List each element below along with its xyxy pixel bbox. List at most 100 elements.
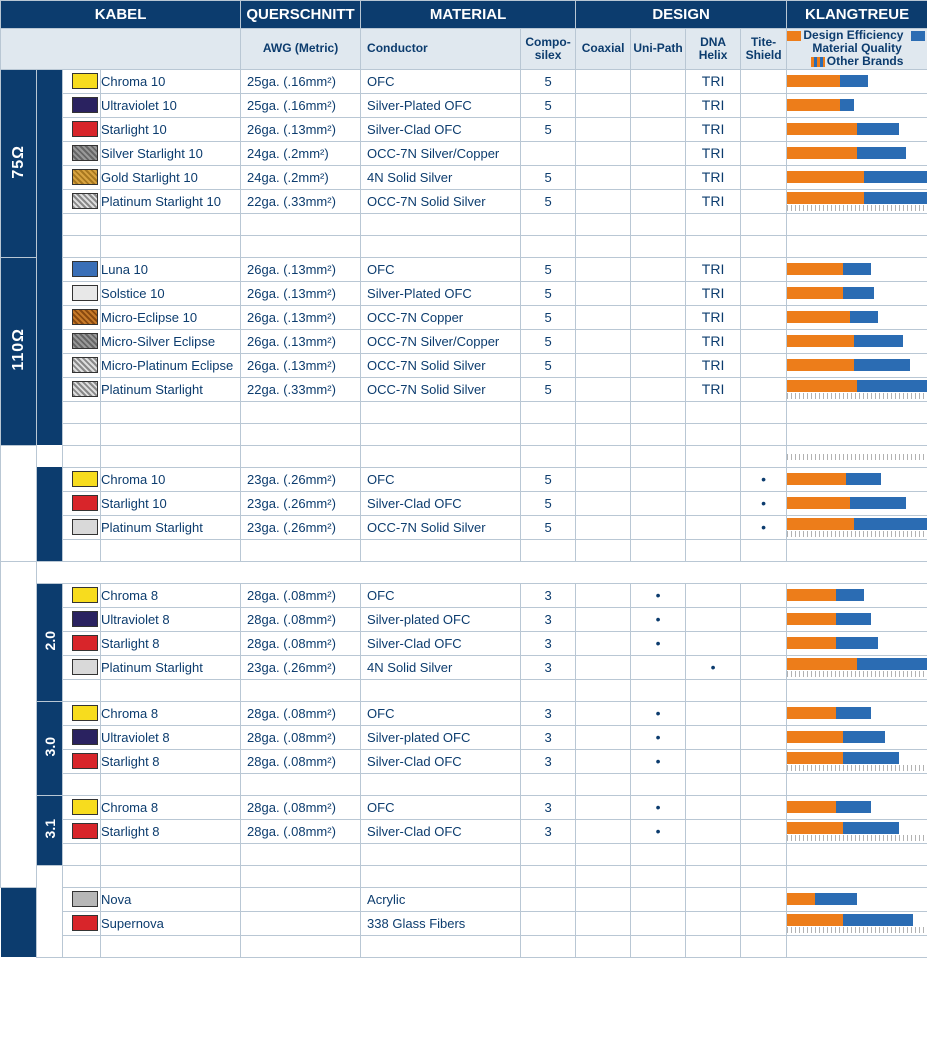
composilex-value: 5 — [521, 93, 576, 117]
color-swatch — [72, 471, 98, 487]
tite-value — [741, 377, 787, 401]
klangtreue-bar — [787, 607, 927, 631]
conductor-value: Silver-plated OFC — [361, 725, 521, 749]
color-swatch — [72, 261, 98, 277]
tite-value — [741, 655, 787, 679]
spacer-row — [1, 935, 927, 957]
swatch-cell — [63, 795, 101, 819]
tite-value — [741, 795, 787, 819]
awg-value: 28ga. (.08mm²) — [241, 631, 361, 655]
klangtreue-bar — [787, 583, 927, 607]
unipath-value — [631, 165, 686, 189]
coaxial-value — [576, 467, 631, 491]
category-label: TOSLINK — [37, 865, 63, 957]
conductor-value: Acrylic — [361, 887, 521, 911]
swatch-cell — [63, 93, 101, 117]
color-swatch — [72, 587, 98, 603]
awg-value: 28ga. (.08mm²) — [241, 795, 361, 819]
cable-name: Starlight 10 — [101, 491, 241, 515]
tite-value — [741, 93, 787, 117]
klangtreue-bar — [787, 141, 927, 165]
coaxial-value — [576, 377, 631, 401]
awg-value: 25ga. (.16mm²) — [241, 93, 361, 117]
dna-value: TRI — [686, 93, 741, 117]
swatch-cell — [63, 281, 101, 305]
coaxial-value — [576, 141, 631, 165]
color-swatch — [72, 519, 98, 535]
table-row: 3.1Chroma 828ga. (.08mm²)OFC3• — [1, 795, 927, 819]
table-row: Ultraviolet 828ga. (.08mm²)Silver-plated… — [1, 607, 927, 631]
spacer-row — [1, 423, 927, 445]
swatch-cell — [63, 165, 101, 189]
coaxial-value — [576, 911, 631, 935]
conductor-value: OFC — [361, 795, 521, 819]
tite-value — [741, 189, 787, 213]
table-row: Micro-Eclipse 1026ga. (.13mm²)OCC-7N Cop… — [1, 305, 927, 329]
tite-value: • — [741, 515, 787, 539]
hdr-design: DESIGN — [576, 1, 787, 29]
conductor-value: Silver-Clad OFC — [361, 631, 521, 655]
composilex-value — [521, 141, 576, 165]
dna-value: TRI — [686, 165, 741, 189]
hdr-kabel: KABEL — [1, 1, 241, 29]
composilex-value: 5 — [521, 257, 576, 281]
unipath-value — [631, 491, 686, 515]
dna-value: TRI — [686, 141, 741, 165]
cable-name: Chroma 10 — [101, 69, 241, 93]
color-swatch — [72, 705, 98, 721]
dna-value: TRI — [686, 257, 741, 281]
composilex-value: 3 — [521, 655, 576, 679]
klangtreue-bar — [787, 93, 927, 117]
color-swatch — [72, 193, 98, 209]
unipath-value: • — [631, 749, 686, 773]
tite-value — [741, 631, 787, 655]
awg-value: 23ga. (.26mm²) — [241, 515, 361, 539]
cable-spec-table: KABEL QUERSCHNITT MATERIAL DESIGN KLANGT… — [0, 0, 927, 958]
coaxial-value — [576, 887, 631, 911]
table-row: Starlight 828ga. (.08mm²)Silver-Clad OFC… — [1, 631, 927, 655]
awg-value: 28ga. (.08mm²) — [241, 583, 361, 607]
table-row: Ultraviolet 1025ga. (.16mm²)Silver-Plate… — [1, 93, 927, 117]
unipath-value: • — [631, 701, 686, 725]
tite-value — [741, 607, 787, 631]
composilex-value — [521, 911, 576, 935]
unipath-value — [631, 353, 686, 377]
cable-name: Solstice 10 — [101, 281, 241, 305]
cable-name: Chroma 8 — [101, 795, 241, 819]
klangtreue-bar — [787, 189, 927, 213]
cable-name: Chroma 8 — [101, 583, 241, 607]
color-swatch — [72, 145, 98, 161]
coaxial-value — [576, 69, 631, 93]
dna-value — [686, 701, 741, 725]
coaxial-value — [576, 329, 631, 353]
klangtreue-bar — [787, 257, 927, 281]
conductor-value: Silver-Plated OFC — [361, 93, 521, 117]
tite-value — [741, 583, 787, 607]
klangtreue-bar — [787, 491, 927, 515]
swatch-cell — [63, 725, 101, 749]
dna-value: TRI — [686, 69, 741, 93]
conductor-value: Silver-Clad OFC — [361, 749, 521, 773]
swatch-cell — [63, 189, 101, 213]
conductor-value: OCC-7N Silver/Copper — [361, 141, 521, 165]
coaxial-value — [576, 819, 631, 843]
swatch-cell — [63, 607, 101, 631]
color-swatch — [72, 381, 98, 397]
cable-name: Silver Starlight 10 — [101, 141, 241, 165]
subcategory-label: 3.0 — [37, 701, 63, 795]
color-swatch — [72, 357, 98, 373]
tite-value — [741, 305, 787, 329]
coaxial-value — [576, 93, 631, 117]
table-row: Supernova338 Glass Fibers — [1, 911, 927, 935]
color-swatch — [72, 73, 98, 89]
awg-value: 23ga. (.26mm²) — [241, 491, 361, 515]
composilex-value: 5 — [521, 491, 576, 515]
spacer-row — [1, 401, 927, 423]
coaxial-value — [576, 117, 631, 141]
conductor-value: Silver-Plated OFC — [361, 281, 521, 305]
cable-name: Starlight 8 — [101, 631, 241, 655]
coaxial-value — [576, 281, 631, 305]
dna-value — [686, 515, 741, 539]
category-label: ETHERNET — [1, 445, 37, 561]
cable-name: Chroma 8 — [101, 701, 241, 725]
